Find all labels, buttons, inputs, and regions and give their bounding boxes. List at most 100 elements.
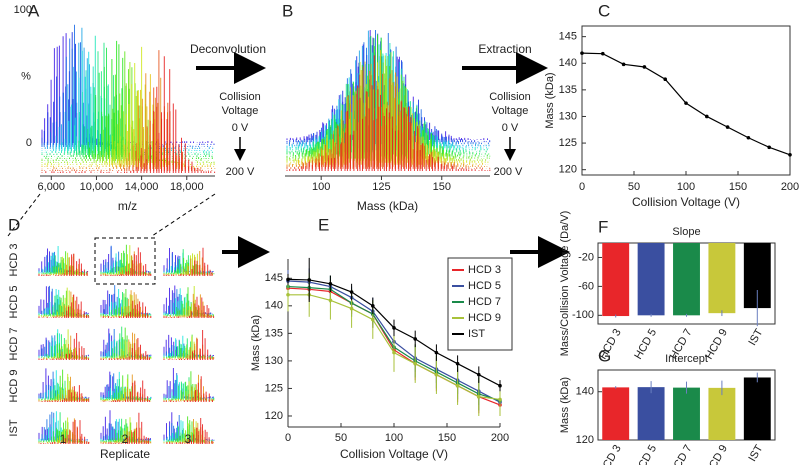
y-tick-label: 135 [559,84,577,96]
legend-label: IST [468,328,485,340]
x-tick-label: 10,000 [80,181,114,193]
data-point [392,326,396,330]
y-tick-label: -60 [578,280,594,292]
spectrum-trace [163,296,215,318]
panel-letter: B [282,1,293,20]
data-point [371,304,375,308]
x-tick-label: IST [746,443,765,464]
data-point [286,277,290,282]
x-tick-label: 6,000 [38,181,66,193]
data-point [725,125,730,129]
column-label: 3 [185,432,192,446]
spectrum-trace [100,412,150,444]
y-tick-label: 130 [559,110,577,122]
y-axis-label: Mass/Collision Voltage (Da/V) [559,211,571,357]
data-point [684,101,688,105]
y-tick-label: 140 [265,300,283,312]
panel-letter: A [28,1,40,20]
x-tick-label: 18,000 [170,181,204,193]
data-point [663,77,667,82]
spectrum-trace [102,300,152,318]
data-point [621,62,626,67]
x-tick-label: 150 [433,181,451,193]
spectrum-trace [163,376,213,402]
spectrum-trace [286,55,491,171]
bar [708,243,736,314]
data-point [328,298,333,303]
annotation: Collision [219,91,261,103]
x-axis-label: m/z [118,199,137,213]
row-label: HCD 5 [8,285,20,318]
data-point [498,397,502,402]
y-tick-label: 125 [559,137,577,149]
x-axis-label: Collision Voltage (V) [632,195,740,209]
row-label: IST [8,419,20,436]
y-axis-label: Mass (kDa) [544,72,556,128]
row-label: HCD 7 [8,327,20,360]
y-axis-label: Mass (kDa) [559,377,571,433]
x-axis-label: Mass (kDa) [357,199,418,213]
legend-label: HCD 5 [468,280,501,292]
y-tick-label: 120 [265,410,283,422]
data-point [601,51,605,56]
data-point [371,317,375,322]
data-point [788,152,792,157]
x-tick-label: 150 [729,181,747,193]
bar [743,377,771,440]
data-point [349,290,354,294]
y-tick-label: 120 [576,434,594,446]
x-tick-label: 0 [579,181,585,193]
x-tick-label: 150 [438,432,456,444]
annotation: Collision [489,91,531,103]
data-point [705,114,709,119]
x-tick-label: HCD 9 [703,443,730,465]
x-tick-label: 14,000 [125,181,159,193]
legend-label: HCD 9 [468,312,501,324]
chart-title: Slope [672,226,700,238]
plot-frame [581,25,791,176]
data-point [580,51,584,55]
spectrum-trace [38,419,90,444]
spectrum-trace [41,27,214,149]
x-tick-label: 100 [677,181,695,193]
x-tick-label: 100 [385,432,403,444]
annotation: Voltage [492,105,529,117]
row-label: HCD 9 [8,369,20,402]
spectrum-trace [38,385,90,402]
data-point [477,394,481,399]
bar [673,243,700,316]
y-tick-label: 120 [559,164,577,176]
x-tick-label: 0 [285,432,291,444]
data-point [413,337,418,341]
y-tick-label: 145 [265,272,283,284]
annotation: Extraction [478,42,531,56]
legend-label: HCD 7 [468,296,501,308]
x-tick-label: HCD 5 [632,443,659,465]
y-tick-label: 135 [265,327,283,339]
data-point [477,372,481,377]
x-tick-label: HCD 5 [632,327,659,362]
data-point [392,350,396,355]
x-axis-label: Collision Voltage (V) [340,447,448,461]
spectrum-trace [100,290,151,318]
annotation: 0 V [232,122,249,134]
y-tick-label: -100 [572,309,594,321]
spectrum-trace [38,294,89,318]
y-axis-label: % [21,70,31,82]
spectrum-trace [166,418,213,444]
y-tick-label: -20 [578,251,594,263]
y-axis-label: Mass (kDa) [250,315,262,371]
spectrum-trace [163,330,214,360]
data-point [307,278,312,282]
bar [708,387,736,440]
data-point [328,281,333,286]
bar [673,387,700,440]
data-point [286,293,290,297]
x-tick-label: 50 [335,432,347,444]
zoom-line [151,193,216,237]
annotation: 200 V [494,166,523,178]
data-point [455,361,460,366]
data-point [746,135,751,140]
bar [602,387,630,440]
annotation: Voltage [222,105,259,117]
